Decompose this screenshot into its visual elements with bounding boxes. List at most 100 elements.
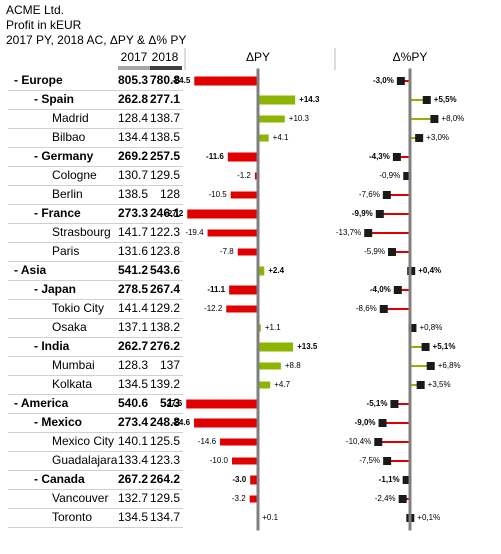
ac-value: 267.4 (150, 282, 180, 296)
delta-pct-label: +3,0% (426, 133, 449, 142)
delta-bar (258, 266, 265, 276)
delta-bar (227, 152, 258, 162)
py-value: 541.2 (118, 263, 148, 277)
delta-bar (226, 305, 258, 313)
delta-pct-label: +0,8% (419, 323, 442, 332)
delta-label: -14.6 (198, 437, 217, 446)
delta-pct-label: -13,7% (336, 228, 361, 237)
delta-label: -10.0 (210, 456, 229, 465)
delta-pct-label: +0,4% (418, 266, 441, 275)
py-value: 140.1 (118, 434, 148, 448)
delta-bar (258, 362, 281, 370)
py-value: 267.2 (118, 472, 148, 486)
delta-pct-label: -2,4% (375, 494, 396, 503)
row-label: - France (34, 206, 81, 220)
delta-label: +13.5 (297, 342, 318, 351)
row-label: - Japan (34, 282, 76, 296)
delta-label: +14.3 (299, 95, 320, 104)
delta-label: +10.3 (289, 114, 310, 123)
delta-bar (258, 115, 285, 123)
ac-value: 129.2 (150, 301, 180, 315)
delta-bar (258, 95, 296, 105)
row-label: - Germany (34, 149, 94, 163)
delta-pct-label: -5,9% (364, 247, 385, 256)
row-label: Mexico City (52, 434, 114, 448)
py-value: 262.7 (118, 339, 148, 353)
py-value: 128.3 (118, 358, 148, 372)
delta-header: ΔPY (246, 50, 270, 64)
delta-pct-label: -1,1% (379, 475, 400, 484)
row-label: - Mexico (34, 415, 82, 429)
delta-pct-label: +5,5% (434, 95, 457, 104)
delta-bar (258, 342, 294, 352)
delta-label: -11.6 (206, 152, 224, 161)
row-label: - Spain (34, 92, 74, 106)
delta-label: -10.5 (208, 190, 227, 199)
ac-value: 123.3 (150, 453, 180, 467)
delta-label: -3.2 (232, 494, 246, 503)
row-label: - America (14, 396, 69, 410)
ac-value: 139.2 (150, 377, 180, 391)
delta-pct-marker (393, 286, 402, 294)
delta-bar (237, 248, 258, 256)
ac-value: 513 (160, 396, 180, 410)
row-label: Toronto (52, 510, 92, 524)
delta-pct-marker (430, 115, 439, 123)
ac-value: 138.2 (150, 320, 180, 334)
delta-label: +4.1 (273, 133, 289, 142)
delta-pct-label: +5,1% (433, 342, 456, 351)
row-label: Berlin (52, 187, 83, 201)
ac-value: 276.2 (150, 339, 180, 353)
delta-pct-marker (426, 362, 435, 370)
delta-bar (194, 76, 258, 86)
py-value: 134.5 (118, 510, 148, 524)
ac-value: 248.8 (150, 415, 180, 429)
delta-bar (232, 457, 258, 465)
delta-bar (207, 229, 258, 237)
delta-pct-label: -0,9% (379, 171, 400, 180)
delta-pct-label: -7,5% (359, 456, 380, 465)
delta-pct-marker (403, 172, 412, 180)
delta-bar (230, 191, 258, 199)
py-value: 141.4 (118, 301, 148, 315)
delta-pct-marker (379, 305, 388, 313)
delta-label: +4.7 (274, 380, 290, 389)
py-value: 138.5 (118, 187, 148, 201)
delta-pct-marker (378, 419, 387, 427)
row-label: Osaka (52, 320, 87, 334)
ac-value: 138.5 (150, 130, 180, 144)
delta-label: -3.0 (232, 475, 246, 484)
delta-label: -27.6 (164, 399, 183, 408)
delta-bar (254, 172, 258, 180)
row-label: - Canada (34, 472, 85, 486)
delta-pct-label: -5,1% (367, 399, 388, 408)
ac-value: 129.5 (150, 491, 180, 505)
row-label: Tokio City (52, 301, 104, 315)
ac-value: 122.3 (150, 225, 180, 239)
py-value: 132.7 (118, 491, 148, 505)
row-label: Vancouver (52, 491, 108, 505)
delta-pct-marker (408, 324, 417, 332)
delta-pct-label: -9,0% (355, 418, 376, 427)
row-label: - Asia (14, 263, 47, 277)
row-label: Paris (52, 244, 79, 258)
delta-pct-marker (374, 438, 383, 446)
delta-pct-marker (382, 191, 391, 199)
py-value: 278.5 (118, 282, 148, 296)
ac-value: 264.2 (150, 472, 180, 486)
description: 2017 PY, 2018 AC, ΔPY & Δ% PY (6, 33, 186, 47)
delta-pct-label: +8,0% (441, 114, 464, 123)
py-value: 141.7 (118, 225, 148, 239)
py-value: 137.1 (118, 320, 148, 334)
row-label: Mumbai (52, 358, 95, 372)
py-value: 130.7 (118, 168, 148, 182)
delta-pct-marker (421, 343, 430, 351)
delta-pct-marker (364, 229, 373, 237)
ac-value: 246.1 (150, 206, 180, 220)
py-value: 262.8 (118, 92, 148, 106)
delta-label: -19.4 (185, 228, 204, 237)
delta-pct-marker (388, 248, 397, 256)
delta-pct-label: -4,3% (369, 152, 390, 161)
title: ACME Ltd. (6, 3, 64, 17)
row-label: Cologne (52, 168, 97, 182)
